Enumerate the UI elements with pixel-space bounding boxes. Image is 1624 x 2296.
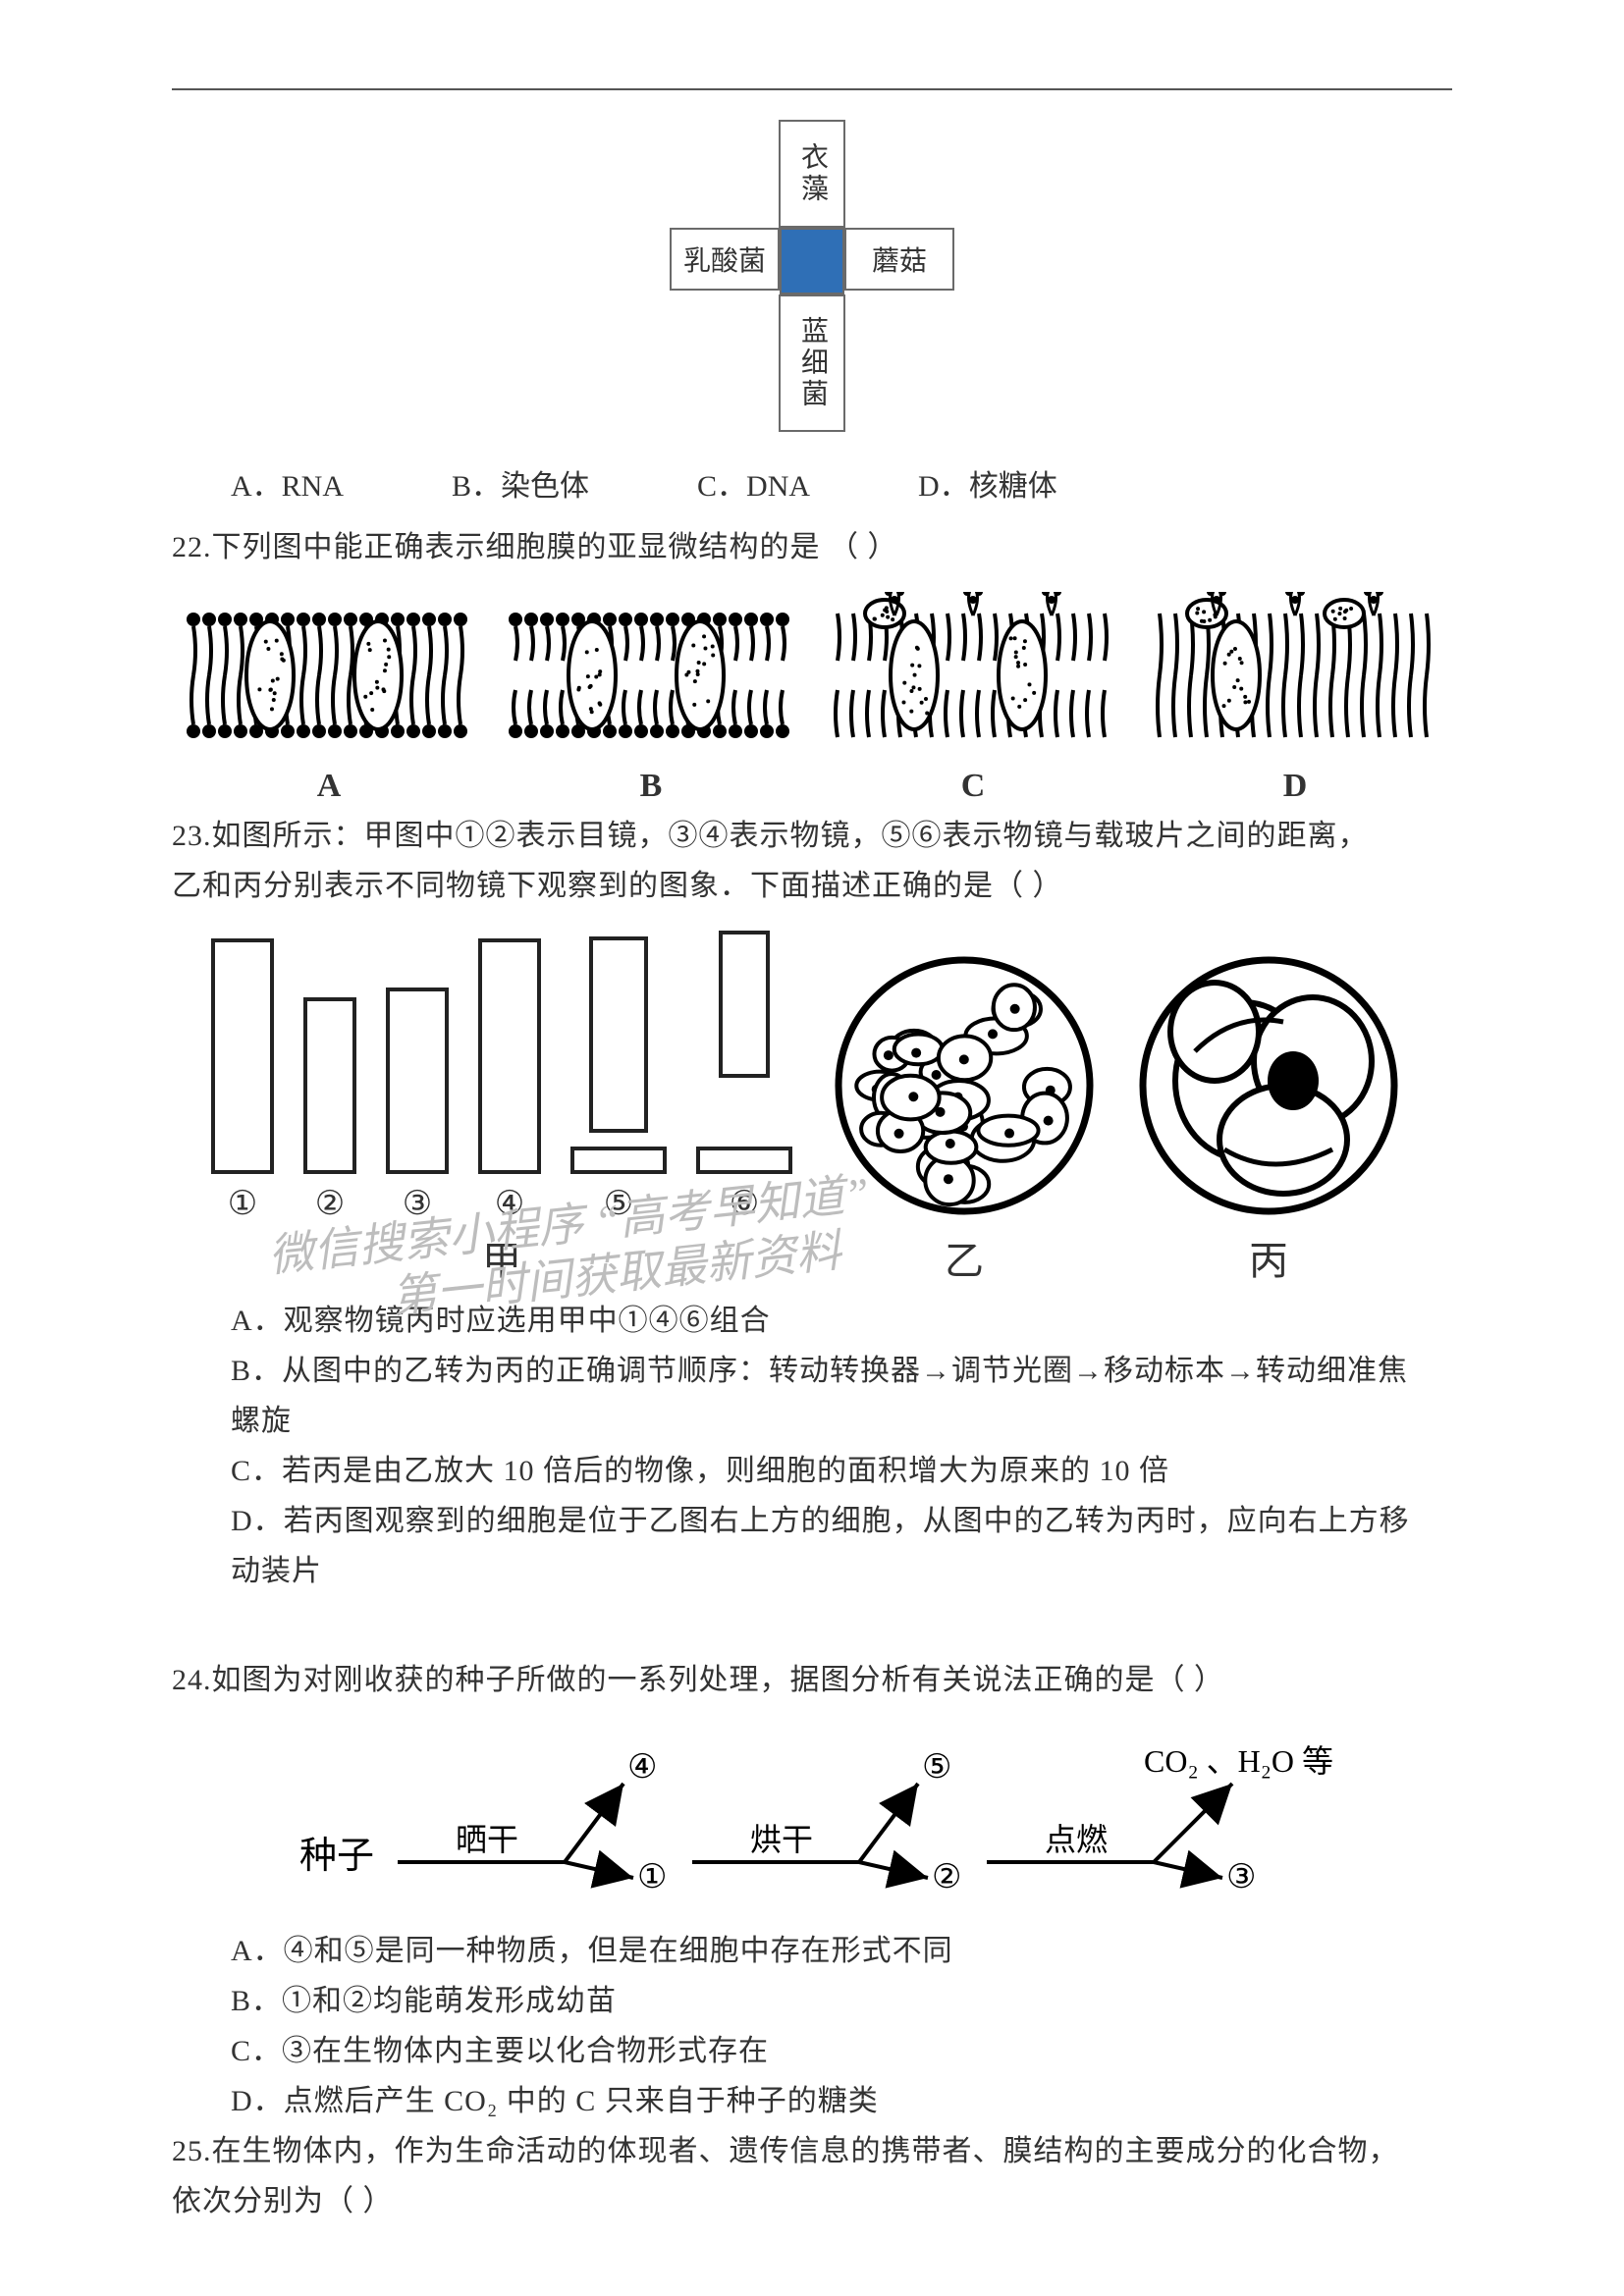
svg-text:②: ② xyxy=(932,1859,961,1896)
svg-text:CO₂ 、H₂O 等: CO₂ 、H₂O 等 xyxy=(1144,1743,1333,1779)
q22-panel-b-label: B xyxy=(504,768,798,805)
q22-panel-d: D xyxy=(1148,592,1442,805)
q25-stem-1: 25.在生物体内，作为生命活动的体现者、遗传信息的携带者、膜结构的主要成分的化合… xyxy=(172,2126,1452,2176)
svg-text:⑤: ⑤ xyxy=(922,1749,951,1786)
q23-circle-yi: 乙 xyxy=(832,953,1097,1286)
q23-option-a: A．观察物镜丙时应选用甲中①④⑥组合 xyxy=(172,1296,1452,1346)
q23-figure: ①②③④⑤⑥ 甲 乙 丙 微信搜索小程序 “高考早知道” 第一时间获取最新资料 xyxy=(211,931,1452,1286)
svg-text:烘干: 烘干 xyxy=(750,1822,813,1857)
q23-stem-1: 23.如图所示：甲图中①②表示目镜，③④表示物镜，⑤⑥表示物镜与载玻片之间的距离… xyxy=(172,811,1452,861)
q21-options-row: A．RNA B．染色体 C．DNA D．核糖体 xyxy=(231,461,1452,505)
q21-option-a: A．RNA xyxy=(231,461,344,505)
q25-stem-2: 依次分别为（ ） xyxy=(172,2176,1452,2226)
q23-jia-label: 甲 xyxy=(211,1229,792,1286)
q23-yi-label: 乙 xyxy=(832,1229,1097,1286)
q22-panel-d-label: D xyxy=(1148,768,1442,805)
q23-option-b-tail: 螺旋 xyxy=(172,1396,1452,1446)
q23-option-c: C．若丙是由乙放大 10 倍后的物像，则细胞的面积增大为原来的 10 倍 xyxy=(172,1446,1452,1496)
q24-option-b: B．①和②均能萌发形成幼苗 xyxy=(172,1976,1452,2026)
membrane-svg-c xyxy=(826,592,1120,759)
q21-option-b: B．染色体 xyxy=(452,461,589,505)
svg-text:晒干: 晒干 xyxy=(456,1822,518,1857)
membrane-svg-d xyxy=(1148,592,1442,759)
q22-panel-a: A xyxy=(182,592,476,805)
q23-circle-bing: 丙 xyxy=(1136,953,1401,1286)
q24-flow: 种子 晒干 ④ ① 烘干 ⑤ ② 点燃 CO₂ 、H₂O 等 ③ xyxy=(290,1735,1452,1906)
top-rule xyxy=(172,88,1452,90)
svg-text:③: ③ xyxy=(1226,1859,1256,1896)
svg-text:①: ① xyxy=(637,1859,667,1896)
q23-lens-group: ①②③④⑤⑥ xyxy=(211,931,792,1223)
cross-diagram: 衣藻 乳酸菌 蘑菇 蓝细菌 xyxy=(670,120,954,432)
q22-panel-c-label: C xyxy=(826,768,1120,805)
svg-text:点燃: 点燃 xyxy=(1045,1822,1108,1857)
q24-option-a: A．④和⑤是同一种物质，但是在细胞中存在形式不同 xyxy=(172,1926,1452,1976)
cross-top-cell: 衣藻 xyxy=(779,120,845,228)
q22-panel-a-label: A xyxy=(182,768,476,805)
cross-bottom-cell: 蓝细菌 xyxy=(779,294,845,432)
q23-options: A．观察物镜丙时应选用甲中①④⑥组合 B．从图中的乙转为丙的正确调节顺序：转动转… xyxy=(172,1296,1452,1596)
membrane-svg-b xyxy=(504,592,798,759)
q24-flow-svg: 种子 晒干 ④ ① 烘干 ⑤ ② 点燃 CO₂ 、H₂O 等 ③ xyxy=(290,1735,1370,1901)
q22-panel-c: C xyxy=(826,592,1120,805)
q24-stem: 24.如图为对刚收获的种子所做的一系列处理，据图分析有关说法正确的是（ ） xyxy=(172,1655,1452,1705)
q24-options: A．④和⑤是同一种物质，但是在细胞中存在形式不同 B．①和②均能萌发形成幼苗 C… xyxy=(172,1926,1452,2126)
cross-left-cell: 乳酸菌 xyxy=(670,228,780,291)
membrane-svg-a xyxy=(182,592,476,759)
q23-yi-svg xyxy=(832,953,1097,1218)
q24-option-d: D．点燃后产生 CO₂ 中的 C 只来自于种子的糖类 xyxy=(172,2076,1452,2126)
q23-bing-svg xyxy=(1136,953,1401,1218)
q23-option-d-tail: 动装片 xyxy=(172,1546,1452,1596)
q21-option-d: D．核糖体 xyxy=(918,461,1057,505)
q22-panel-b: B xyxy=(504,592,798,805)
q23-bing-label: 丙 xyxy=(1136,1229,1401,1286)
cross-right-cell: 蘑菇 xyxy=(844,228,954,291)
q22-stem: 22.下列图中能正确表示细胞膜的亚显微结构的是 （ ） xyxy=(172,522,1452,572)
q23-option-b: B．从图中的乙转为丙的正确调节顺序：转动转换器→调节光圈→移动标本→转动细准焦 xyxy=(172,1346,1452,1396)
q24-option-c: C．③在生物体内主要以化合物形式存在 xyxy=(172,2026,1452,2076)
q21-option-c: C．DNA xyxy=(697,461,810,505)
svg-text:种子: 种子 xyxy=(299,1836,374,1877)
svg-text:④: ④ xyxy=(627,1749,657,1786)
cross-center-cell xyxy=(780,228,844,294)
q23-option-d: D．若丙图观察到的细胞是位于乙图右上方的细胞，从图中的乙转为丙时，应向右上方移 xyxy=(172,1496,1452,1546)
q22-membrane-panels: A B C D xyxy=(182,592,1442,805)
q23-stem-2: 乙和丙分别表示不同物镜下观察到的图象．下面描述正确的是（ ） xyxy=(172,861,1452,911)
